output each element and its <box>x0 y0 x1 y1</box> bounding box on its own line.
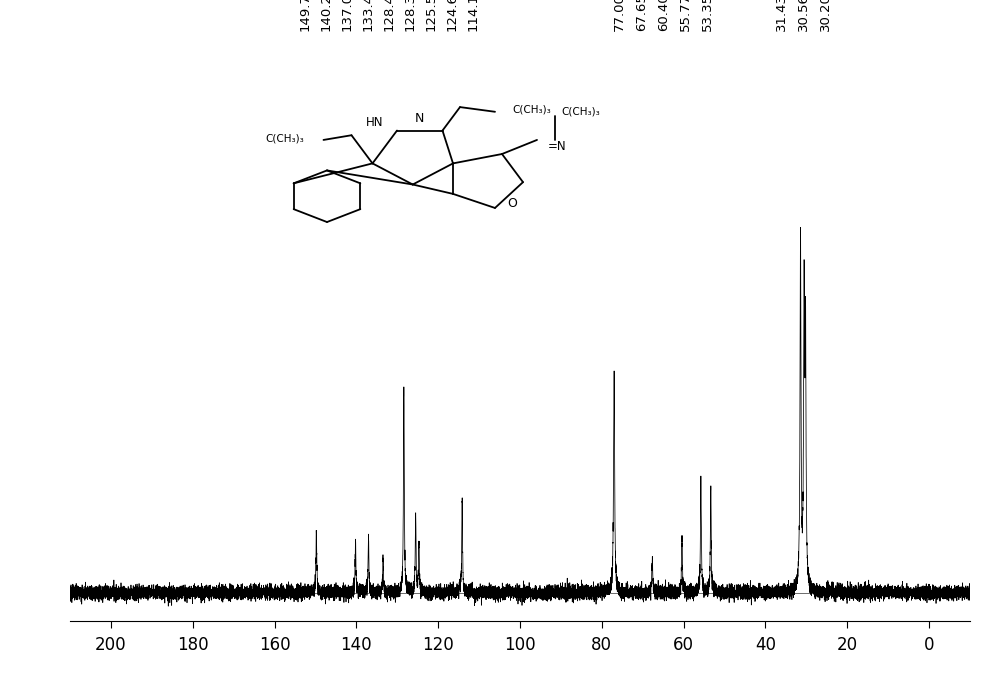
Text: O: O <box>508 197 517 210</box>
Text: 53.355: 53.355 <box>701 0 714 31</box>
Text: 77.000: 77.000 <box>613 0 626 31</box>
Text: N: N <box>415 112 424 126</box>
Text: 128.374: 128.374 <box>404 0 417 31</box>
Text: 128.402: 128.402 <box>383 0 396 31</box>
Text: C(CH₃)₃: C(CH₃)₃ <box>562 107 600 117</box>
Text: 67.657: 67.657 <box>635 0 648 31</box>
Text: 149.778: 149.778 <box>299 0 312 31</box>
Text: 30.204: 30.204 <box>819 0 832 31</box>
Text: C(CH₃)₃: C(CH₃)₃ <box>266 134 304 144</box>
Text: C(CH₃)₃: C(CH₃)₃ <box>512 104 551 115</box>
Text: 55.777: 55.777 <box>679 0 692 31</box>
Text: =N: =N <box>548 141 566 153</box>
Text: 140.203: 140.203 <box>320 0 333 31</box>
Text: 31.431: 31.431 <box>775 0 788 31</box>
Text: 124.699: 124.699 <box>446 0 459 31</box>
Text: 133.470: 133.470 <box>362 0 375 31</box>
Text: 60.404: 60.404 <box>657 0 670 31</box>
Text: 137.047: 137.047 <box>341 0 354 31</box>
Text: 114.139: 114.139 <box>467 0 480 31</box>
Text: HN: HN <box>366 116 383 129</box>
Text: 30.562: 30.562 <box>797 0 810 31</box>
Text: 125.510: 125.510 <box>425 0 438 31</box>
